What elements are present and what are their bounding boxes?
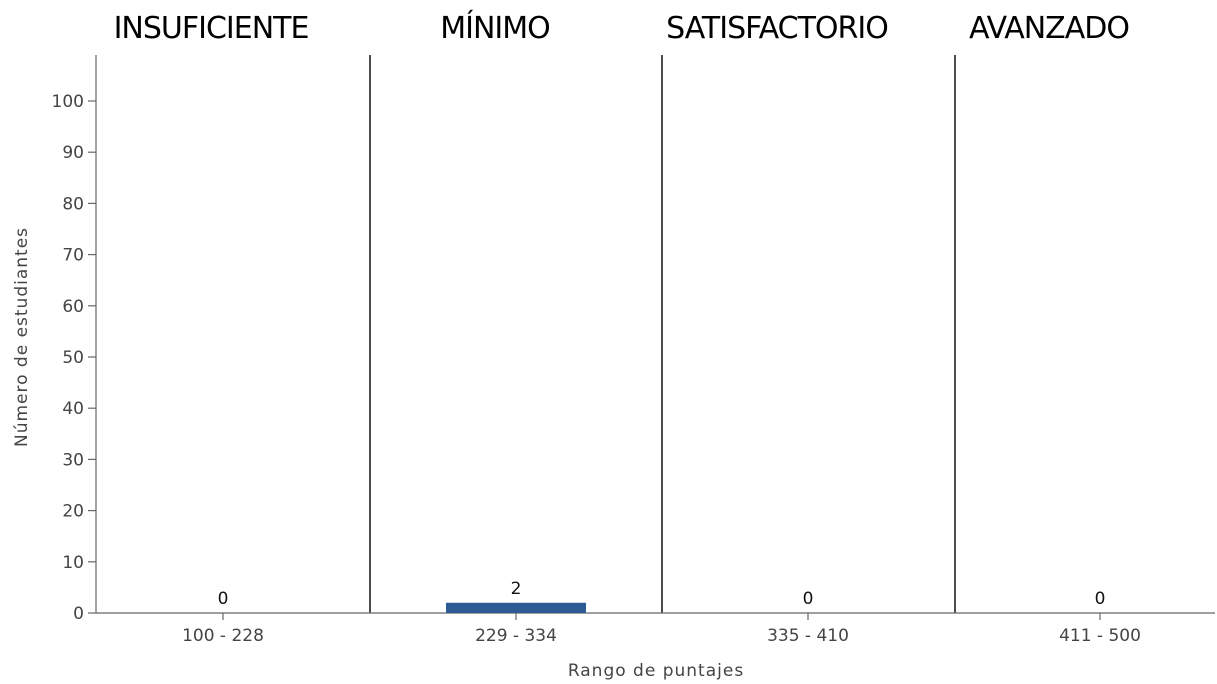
x-tick-label-1: 229 - 334	[475, 626, 557, 646]
x-axis-title: Rango de puntajes	[568, 661, 744, 681]
y-tick-label: 60	[62, 297, 84, 317]
data-label-3: 0	[1095, 589, 1106, 609]
data-label-0: 0	[218, 589, 229, 609]
data-labels: 0 2 0 0	[218, 579, 1106, 609]
y-tick-label: 70	[62, 246, 84, 266]
level-title-2: SATISFACTORIO	[666, 11, 888, 46]
y-axis-title: Número de estudiantes	[12, 227, 32, 447]
level-dividers	[369, 55, 956, 613]
x-tick-label-0: 100 - 228	[182, 626, 264, 646]
x-ticks: 100 - 228 229 - 334 335 - 410 411 - 500	[182, 613, 1141, 646]
y-tick-label: 50	[62, 348, 84, 368]
level-title-3: AVANZADO	[969, 11, 1129, 46]
y-tick-label: 40	[62, 399, 84, 419]
level-title-0: INSUFICIENTE	[114, 11, 309, 46]
level-title-1: MÍNIMO	[440, 10, 550, 46]
x-tick-label-3: 411 - 500	[1059, 626, 1141, 646]
y-tick-label: 0	[73, 604, 84, 624]
y-tick-label: 20	[62, 502, 84, 522]
y-ticks: 0 10 20 30 40 50 60 70 80 90 100	[52, 92, 96, 624]
x-tick-label-2: 335 - 410	[767, 626, 849, 646]
y-tick-label: 10	[62, 553, 84, 573]
y-tick-label: 80	[62, 194, 84, 214]
bars	[446, 602, 586, 613]
data-label-2: 0	[803, 589, 814, 609]
y-tick-label: 90	[62, 143, 84, 163]
y-tick-label: 100	[52, 92, 84, 112]
level-titles: INSUFICIENTE MÍNIMO SATISFACTORIO AVANZADO	[114, 10, 1130, 46]
y-tick-label: 30	[62, 450, 84, 470]
bar-1	[446, 602, 586, 613]
axes	[95, 55, 1215, 614]
data-label-1: 2	[511, 579, 522, 599]
